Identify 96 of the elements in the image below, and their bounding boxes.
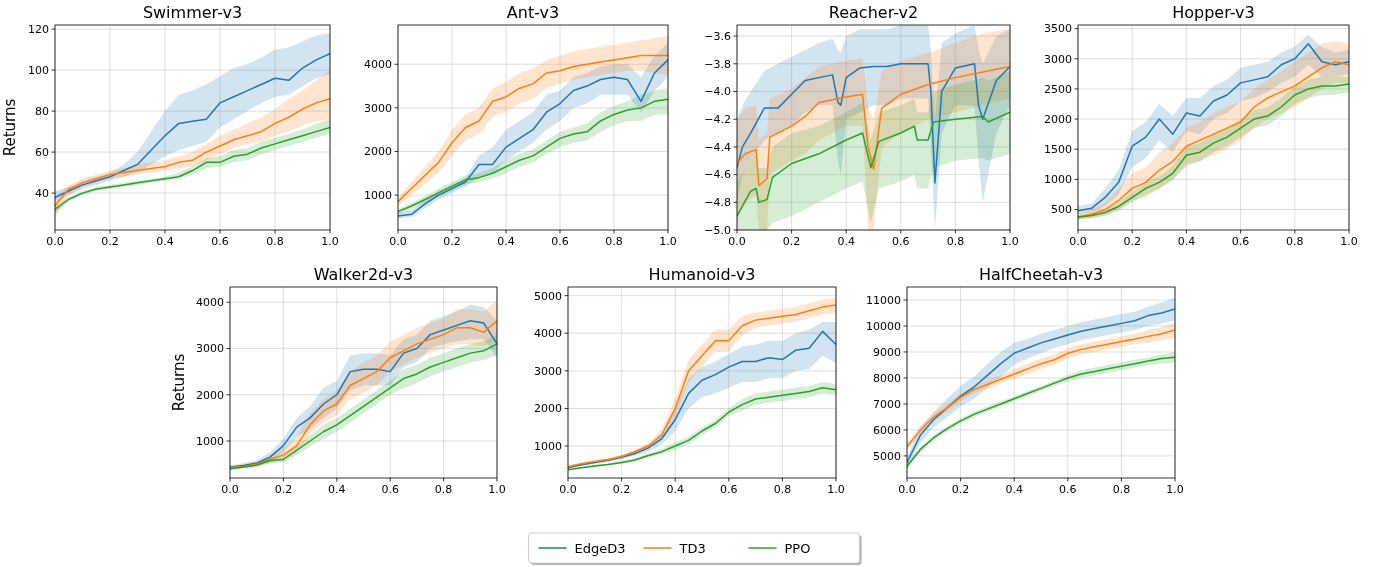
x-tick-label: 0.6: [381, 483, 399, 496]
y-tick-label: −4.0: [704, 85, 731, 99]
y-tick-label: −4.8: [704, 196, 731, 210]
x-tick-label: 0.6: [892, 235, 910, 248]
chart-title: Hopper-v3: [1172, 3, 1255, 22]
x-tick-label: 0.2: [612, 483, 631, 496]
x-tick-label: 0.8: [1286, 235, 1304, 248]
line-series: [737, 111, 1010, 217]
y-tick-label: 3000: [196, 342, 224, 356]
x-tick-label: 1.0: [1166, 483, 1184, 496]
y-tick-label: −4.4: [704, 140, 731, 154]
y-tick-label: 1000: [364, 188, 392, 202]
x-tick-label: 0.0: [1069, 235, 1087, 248]
x-tick-label: 0.6: [1059, 483, 1077, 496]
x-tick-label: 0.2: [443, 235, 461, 248]
y-tick-label: 2000: [364, 145, 392, 159]
y-tick-label: 7000: [873, 397, 901, 411]
y-tick-label: 1500: [1044, 143, 1072, 157]
y-axis-title: Returns: [1, 98, 19, 157]
y-tick-label: 1000: [534, 439, 562, 453]
chart-title: Reacher-v2: [828, 3, 919, 22]
x-tick-label: 0.4: [497, 235, 515, 248]
x-tick-label: 0.8: [605, 235, 623, 248]
chart-title: Ant-v3: [506, 3, 560, 22]
x-tick-label: 0.0: [559, 483, 577, 496]
y-tick-label: 3500: [1044, 22, 1072, 36]
x-tick-label: 1.0: [488, 483, 506, 496]
y-tick-label: 2500: [1044, 82, 1072, 96]
x-tick-label: 0.0: [221, 483, 239, 496]
y-tick-label: 80: [35, 104, 49, 118]
y-tick-label: 2000: [196, 388, 224, 402]
y-tick-label: 2000: [1044, 112, 1072, 126]
y-tick-label: 120: [28, 22, 49, 36]
y-tick-label: 4000: [196, 296, 224, 310]
x-tick-label: 0.0: [46, 235, 64, 248]
x-tick-label: 1.0: [1001, 235, 1019, 248]
x-tick-label: 0.2: [274, 483, 293, 496]
y-tick-label: −4.2: [704, 113, 731, 127]
y-tick-label: 40: [35, 186, 49, 200]
chart-title: Swimmer-v3: [142, 3, 243, 22]
y-tick-label: 11000: [866, 293, 901, 307]
y-tick-label: 5000: [534, 289, 562, 303]
x-tick-label: 0.2: [951, 483, 970, 496]
y-tick-label: 4000: [364, 58, 392, 72]
y-tick-label: 3000: [534, 364, 562, 378]
x-tick-label: 0.6: [1231, 235, 1250, 248]
y-tick-label: 6000: [873, 423, 901, 437]
x-tick-label: 1.0: [659, 235, 677, 248]
x-tick-label: 0.0: [389, 235, 407, 248]
y-tick-label: 60: [35, 145, 49, 159]
chart-title: Humanoid-v3: [648, 265, 756, 284]
x-tick-label: 0.6: [551, 235, 569, 248]
y-tick-label: 1000: [196, 434, 224, 448]
x-tick-label: 0.4: [156, 235, 174, 248]
y-tick-label: 500: [1051, 203, 1072, 217]
chart-title: HalfCheetah-v3: [978, 265, 1104, 284]
y-axis-title: Returns: [170, 353, 188, 412]
y-tick-label: 5000: [873, 449, 901, 463]
x-tick-label: 0.0: [728, 235, 746, 248]
x-tick-label: 0.4: [1005, 483, 1023, 496]
y-tick-label: 100: [28, 63, 49, 77]
y-tick-label: −3.6: [704, 29, 731, 43]
x-tick-label: 0.2: [782, 235, 801, 248]
x-tick-label: 0.0: [898, 483, 916, 496]
y-tick-label: 10000: [866, 319, 901, 333]
y-tick-label: 3000: [364, 101, 392, 115]
x-tick-label: 0.4: [1177, 235, 1196, 248]
x-tick-label: 0.8: [1112, 483, 1131, 496]
x-tick-label: 0.8: [266, 235, 284, 248]
x-tick-label: 0.6: [211, 235, 229, 248]
line-series: [55, 98, 330, 207]
y-tick-label: 8000: [873, 371, 901, 385]
legend-label: PPO: [784, 540, 811, 556]
x-tick-label: 0.8: [773, 483, 792, 496]
x-tick-label: 1.0: [1340, 235, 1358, 248]
x-tick-label: 1.0: [321, 235, 339, 248]
chart-title: Walker2d-v3: [313, 265, 414, 284]
y-tick-label: 3000: [1044, 52, 1072, 66]
legend-label: TD3: [678, 540, 706, 556]
x-tick-label: 0.8: [434, 483, 453, 496]
x-tick-label: 0.4: [328, 483, 346, 496]
x-tick-label: 0.4: [666, 483, 684, 496]
x-tick-label: 1.0: [827, 483, 845, 496]
x-tick-label: 0.4: [837, 235, 855, 248]
x-tick-label: 0.8: [946, 235, 965, 248]
x-tick-label: 0.2: [1123, 235, 1141, 248]
legend-label: EdgeD3: [574, 540, 626, 556]
y-tick-label: 1000: [1044, 173, 1072, 187]
y-tick-label: −3.8: [704, 57, 731, 71]
x-tick-label: 0.6: [720, 483, 738, 496]
x-tick-label: 0.2: [101, 235, 119, 248]
y-tick-label: 2000: [534, 402, 562, 416]
y-tick-label: 4000: [534, 327, 562, 341]
y-tick-label: −5.0: [704, 223, 731, 237]
y-tick-label: 9000: [873, 345, 901, 359]
y-tick-label: −4.6: [704, 168, 731, 182]
